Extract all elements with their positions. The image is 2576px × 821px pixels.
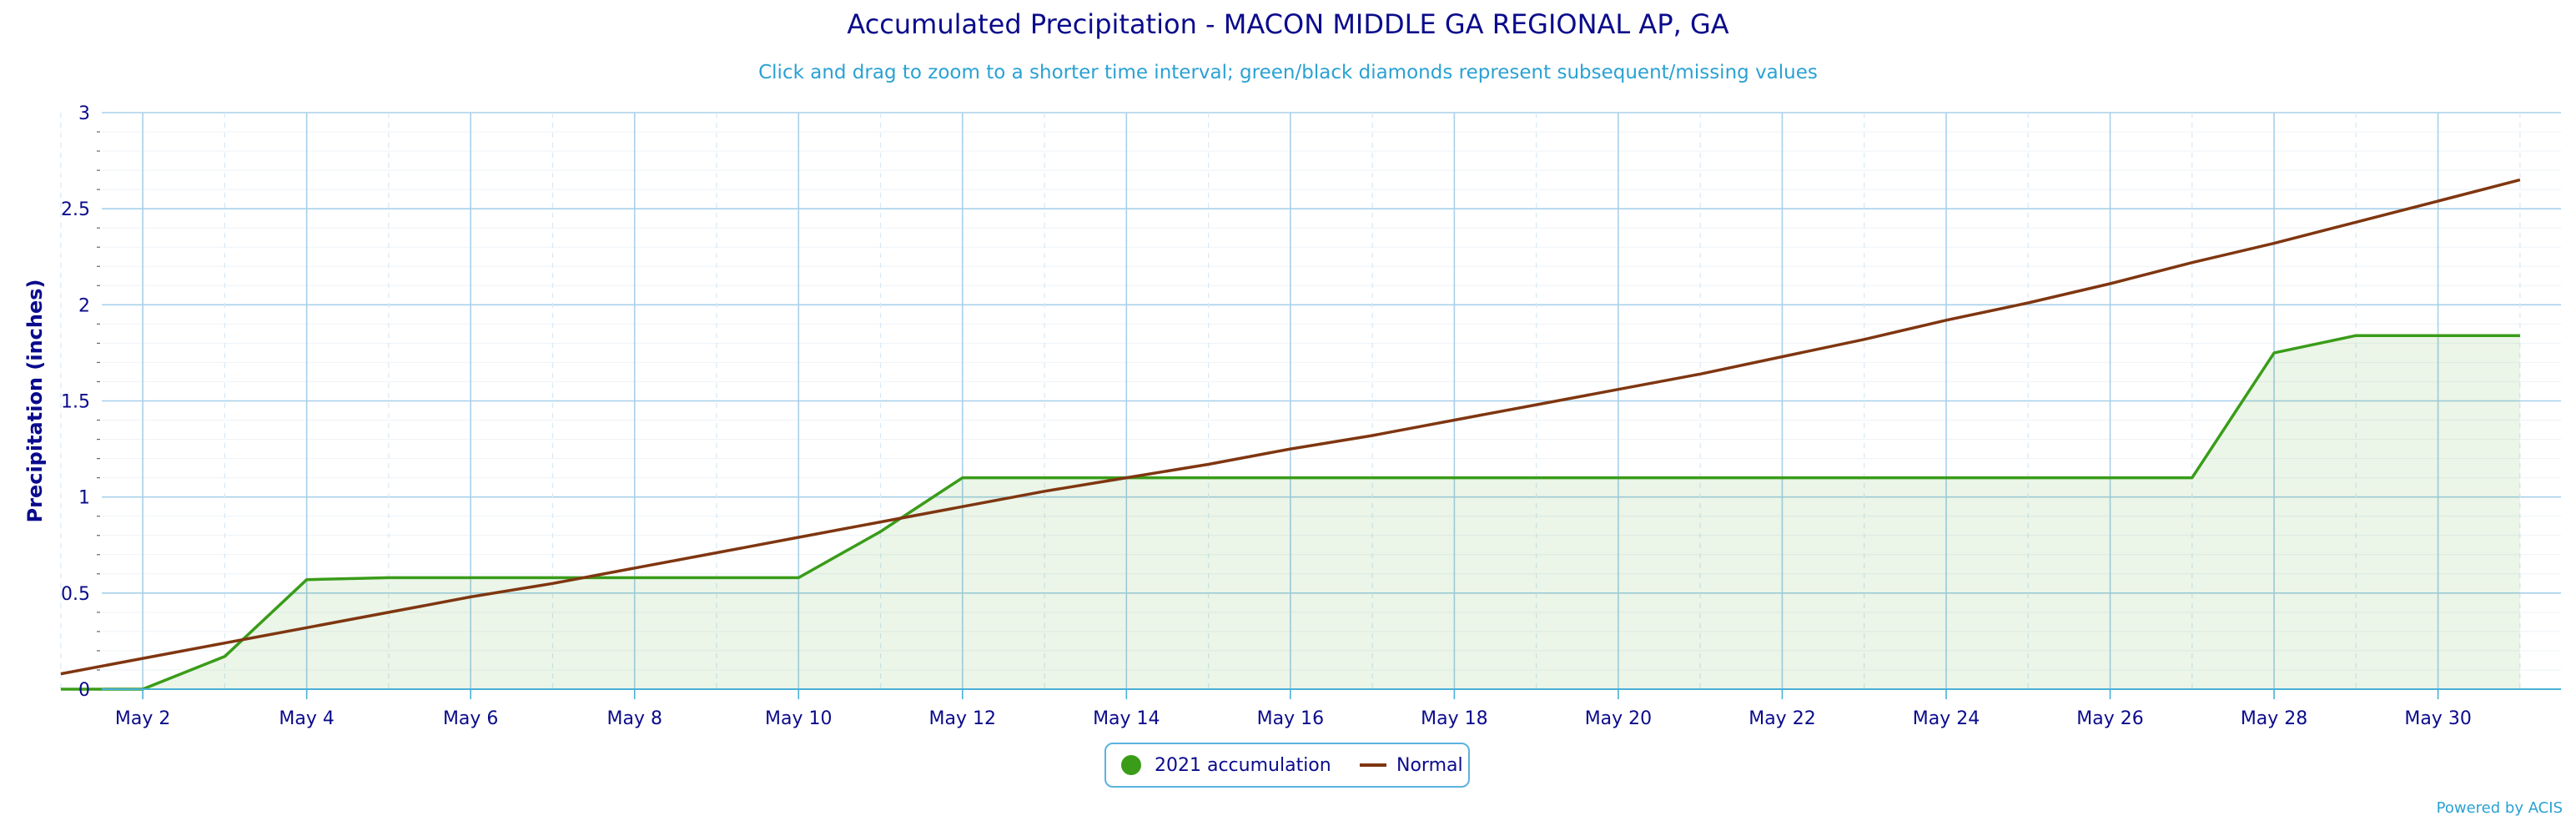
accumulation-point[interactable]	[466, 573, 475, 582]
accumulation-point[interactable]	[2024, 474, 2032, 482]
y-tick-label: 0	[78, 680, 90, 701]
normal-point[interactable]	[1860, 335, 1869, 344]
normal-point[interactable]	[1040, 487, 1049, 496]
normal-point[interactable]	[385, 608, 393, 617]
y-tick-label: 2	[78, 295, 90, 316]
normal-point[interactable]	[877, 518, 885, 526]
legend-normal-label: Normal	[1396, 754, 1463, 776]
normal-point[interactable]	[2106, 280, 2115, 288]
x-tick-label: May 4	[279, 708, 334, 729]
accumulation-point[interactable]	[631, 573, 639, 582]
accumulation-point[interactable]	[2188, 474, 2196, 482]
x-tick-label: May 26	[2076, 708, 2143, 729]
accumulation-point[interactable]	[1040, 474, 1049, 482]
normal-point[interactable]	[2516, 176, 2524, 184]
y-tick-label: 2.5	[61, 199, 90, 220]
legend-item-normal[interactable]: Normal	[1360, 744, 1463, 786]
normal-point[interactable]	[138, 654, 147, 662]
credit-link[interactable]: Powered by ACIS	[2436, 799, 2563, 817]
legend-accum-swatch-icon	[1121, 755, 1141, 775]
x-tick-label: May 2	[115, 708, 170, 729]
accumulation-point[interactable]	[958, 474, 967, 482]
accumulation-point[interactable]	[1614, 474, 1623, 482]
y-tick-label: 1	[78, 488, 90, 509]
y-axis-label: Precipitation (inches)	[23, 280, 47, 523]
accumulation-point[interactable]	[2516, 331, 2524, 340]
normal-point[interactable]	[2024, 299, 2032, 307]
accumulation-point[interactable]	[1942, 474, 1950, 482]
y-tick-label: 0.5	[61, 584, 90, 605]
series-line-normal	[60, 178, 2521, 676]
x-tick-label: May 6	[443, 708, 498, 729]
normal-point[interactable]	[2434, 197, 2443, 205]
axes: 0 0.5 1 1.5 2 2.5 3 May 2 May 4 May 6 May 8 May 10 M…	[23, 103, 2561, 729]
accumulation-point[interactable]	[1205, 474, 1213, 482]
x-tick-label: May 30	[2404, 708, 2471, 729]
normal-point[interactable]	[1778, 353, 1786, 361]
y-tick-label: 1.5	[61, 392, 90, 413]
accumulation-point[interactable]	[1286, 474, 1295, 482]
normal-point[interactable]	[2352, 218, 2360, 226]
x-tick-label: May 18	[1421, 708, 1487, 729]
accumulation-point[interactable]	[57, 685, 65, 693]
x-tick-label: May 22	[1748, 708, 1815, 729]
x-tick-label: May 16	[1257, 708, 1324, 729]
normal-point[interactable]	[548, 579, 556, 587]
normal-point[interactable]	[1368, 431, 1376, 440]
x-tick-label: May 20	[1585, 708, 1652, 729]
legend-normal-swatch-icon	[1360, 763, 1386, 767]
accumulation-point[interactable]	[385, 573, 393, 582]
normal-point[interactable]	[57, 670, 65, 678]
accumulation-point[interactable]	[1860, 474, 1869, 482]
series-layer	[57, 176, 2524, 693]
normal-point[interactable]	[2188, 259, 2196, 267]
x-tick-label: May 10	[765, 708, 832, 729]
normal-point[interactable]	[1532, 400, 1541, 409]
normal-point[interactable]	[631, 564, 639, 572]
normal-point[interactable]	[303, 623, 311, 632]
accumulation-point[interactable]	[2352, 331, 2360, 340]
x-tick-label: May 14	[1093, 708, 1160, 729]
normal-point[interactable]	[1205, 461, 1213, 469]
accumulation-point[interactable]	[712, 573, 721, 582]
x-tick-label: May 28	[2241, 708, 2307, 729]
normal-point[interactable]	[794, 533, 802, 541]
accumulation-point[interactable]	[877, 527, 885, 536]
normal-point[interactable]	[1450, 416, 1458, 425]
legend-item-2021-accumulation[interactable]: 2021 accumulation	[1121, 744, 1331, 786]
y-tick-label: 3	[78, 103, 90, 124]
normal-point[interactable]	[1286, 445, 1295, 453]
normal-point[interactable]	[1614, 385, 1623, 394]
normal-point[interactable]	[2270, 239, 2278, 248]
normal-point[interactable]	[220, 639, 229, 647]
x-tick-label: May 8	[606, 708, 662, 729]
x-tick-label: May 12	[929, 708, 996, 729]
normal-point[interactable]	[466, 592, 475, 601]
x-tick-label: May 24	[1913, 708, 1980, 729]
accumulation-point[interactable]	[2434, 331, 2443, 340]
accumulation-point[interactable]	[794, 573, 802, 582]
normal-point[interactable]	[958, 502, 967, 511]
accumulation-point[interactable]	[303, 576, 311, 584]
normal-point[interactable]	[712, 548, 721, 557]
normal-point[interactable]	[1122, 474, 1130, 482]
accumulation-point[interactable]	[2270, 349, 2278, 357]
accumulation-point[interactable]	[1778, 474, 1786, 482]
series-area-fill	[60, 335, 2520, 689]
accumulation-point[interactable]	[1368, 474, 1376, 482]
accumulation-point[interactable]	[1450, 474, 1458, 482]
accumulation-point[interactable]	[220, 652, 229, 661]
series-line-accumulation	[60, 334, 2520, 691]
legend-accum-label: 2021 accumulation	[1155, 754, 1331, 776]
chart-title: Accumulated Precipitation - MACON MIDDLE…	[847, 8, 1729, 40]
normal-point[interactable]	[1696, 370, 1704, 378]
accumulation-point[interactable]	[1696, 474, 1704, 482]
normal-point[interactable]	[1942, 316, 1950, 325]
accumulation-point[interactable]	[2106, 474, 2115, 482]
chart-subtitle: Click and drag to zoom to a shorter time…	[758, 62, 1818, 83]
legend: 2021 accumulation Normal	[1104, 743, 1470, 788]
accumulation-point[interactable]	[1532, 474, 1541, 482]
